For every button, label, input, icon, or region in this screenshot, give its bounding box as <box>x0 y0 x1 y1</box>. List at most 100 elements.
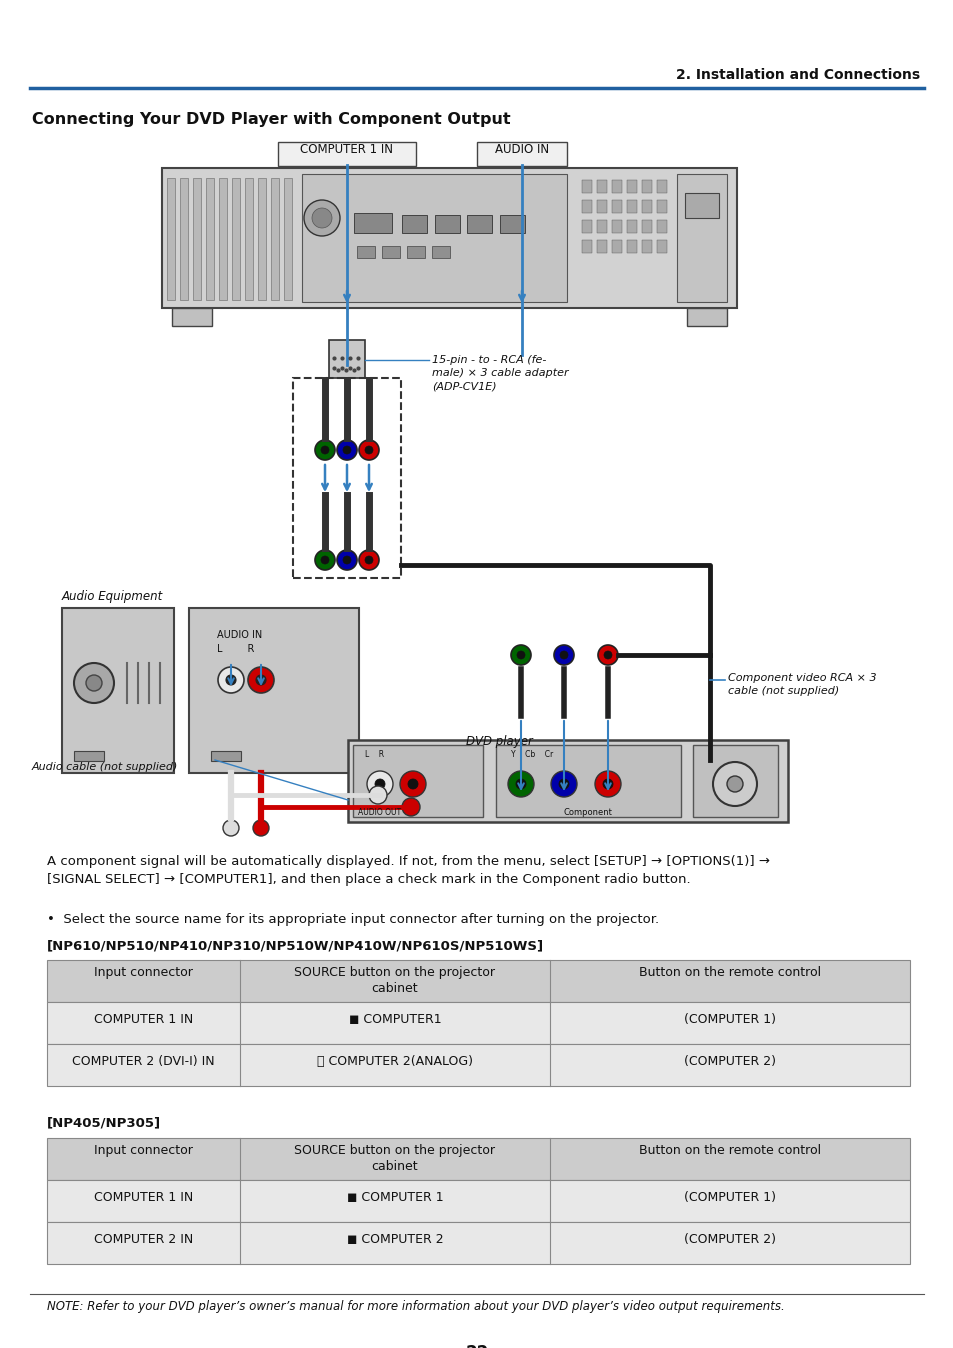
Text: NOTE: Refer to your DVD player’s owner’s manual for more information about your : NOTE: Refer to your DVD player’s owner’s… <box>47 1299 784 1313</box>
Text: (COMPUTER 2): (COMPUTER 2) <box>683 1233 775 1246</box>
Text: •  Select the source name for its appropriate input connector after turning on t: • Select the source name for its appropr… <box>47 913 659 926</box>
Bar <box>62 608 173 772</box>
Text: Input connector: Input connector <box>94 967 193 979</box>
Text: Audio Equipment: Audio Equipment <box>62 590 163 603</box>
Circle shape <box>248 667 274 693</box>
Bar <box>581 220 592 233</box>
Text: A component signal will be automatically displayed. If not, from the menu, selec: A component signal will be automatically… <box>47 855 769 887</box>
Bar <box>348 740 787 822</box>
Bar <box>47 960 909 1002</box>
Text: 15-pin - to - RCA (fe-
male) × 3 cable adapter
(ADP-CV1E): 15-pin - to - RCA (fe- male) × 3 cable a… <box>432 355 568 391</box>
Bar <box>612 220 621 233</box>
Circle shape <box>336 439 356 460</box>
Circle shape <box>312 208 332 228</box>
Text: AUDIO IN: AUDIO IN <box>495 143 549 156</box>
Circle shape <box>343 446 351 454</box>
Circle shape <box>218 667 244 693</box>
Bar <box>496 745 680 817</box>
Circle shape <box>314 550 335 570</box>
Circle shape <box>343 555 351 563</box>
Circle shape <box>507 771 534 797</box>
Text: Component video RCA × 3
cable (not supplied): Component video RCA × 3 cable (not suppl… <box>727 673 876 696</box>
Circle shape <box>516 779 525 789</box>
Bar <box>641 220 651 233</box>
Bar <box>581 240 592 253</box>
Bar <box>180 178 188 301</box>
Text: AUDIO IN: AUDIO IN <box>216 630 262 640</box>
Bar <box>302 174 566 302</box>
Bar <box>581 181 592 193</box>
Circle shape <box>399 771 426 797</box>
Text: (COMPUTER 1): (COMPUTER 1) <box>683 1012 775 1026</box>
Bar <box>211 751 241 762</box>
Bar <box>597 240 606 253</box>
Circle shape <box>595 771 620 797</box>
Bar <box>245 178 253 301</box>
Text: L    R: L R <box>365 749 384 759</box>
Bar <box>612 181 621 193</box>
Circle shape <box>86 675 102 692</box>
Text: ◼ COMPUTER 2: ◼ COMPUTER 2 <box>346 1233 443 1246</box>
Bar <box>232 178 240 301</box>
Bar <box>356 245 375 257</box>
Bar <box>432 245 450 257</box>
Bar <box>189 608 358 772</box>
Bar <box>597 200 606 213</box>
Bar <box>284 178 292 301</box>
Bar <box>74 751 104 762</box>
Text: DVD player: DVD player <box>465 735 533 748</box>
Bar <box>167 178 174 301</box>
Circle shape <box>551 771 577 797</box>
Circle shape <box>226 675 235 685</box>
Circle shape <box>365 446 373 454</box>
Bar <box>381 245 399 257</box>
Bar <box>641 240 651 253</box>
Bar <box>407 245 424 257</box>
Bar <box>657 181 666 193</box>
Bar <box>47 1180 909 1223</box>
Bar <box>47 1223 909 1264</box>
Bar <box>581 200 592 213</box>
Circle shape <box>336 550 356 570</box>
Bar <box>657 200 666 213</box>
Text: 2. Installation and Connections: 2. Installation and Connections <box>675 67 919 82</box>
Text: COMPUTER 1 IN: COMPUTER 1 IN <box>93 1192 193 1204</box>
Circle shape <box>375 779 385 789</box>
Text: COMPUTER 2 IN: COMPUTER 2 IN <box>93 1233 193 1246</box>
Circle shape <box>602 779 613 789</box>
Text: Button on the remote control: Button on the remote control <box>639 1144 821 1157</box>
Bar <box>271 178 278 301</box>
Circle shape <box>314 439 335 460</box>
Bar <box>612 200 621 213</box>
Bar <box>684 193 719 218</box>
Bar <box>257 178 266 301</box>
Text: ◼ COMPUTER1: ◼ COMPUTER1 <box>349 1012 441 1026</box>
Bar <box>612 240 621 253</box>
Text: SOURCE button on the projector
cabinet: SOURCE button on the projector cabinet <box>294 1144 495 1173</box>
Text: COMPUTER 1 IN: COMPUTER 1 IN <box>93 1012 193 1026</box>
Bar <box>47 1002 909 1043</box>
Bar <box>499 214 524 233</box>
Text: Component: Component <box>563 807 612 817</box>
Text: ⌸ COMPUTER 2(ANALOG): ⌸ COMPUTER 2(ANALOG) <box>316 1055 473 1068</box>
Text: 22: 22 <box>465 1344 488 1348</box>
Bar <box>626 220 637 233</box>
Circle shape <box>598 644 618 665</box>
Circle shape <box>320 555 329 563</box>
Text: AUDIO OUT: AUDIO OUT <box>357 807 400 817</box>
Bar <box>47 1138 909 1180</box>
Bar <box>626 181 637 193</box>
Circle shape <box>712 762 757 806</box>
Circle shape <box>358 550 378 570</box>
Bar <box>657 220 666 233</box>
Circle shape <box>408 779 417 789</box>
Circle shape <box>358 439 378 460</box>
Bar <box>401 214 427 233</box>
Bar <box>172 307 212 326</box>
Circle shape <box>603 651 612 659</box>
Bar <box>597 181 606 193</box>
Text: COMPUTER 1 IN: COMPUTER 1 IN <box>300 143 393 156</box>
Bar <box>641 200 651 213</box>
Circle shape <box>517 651 524 659</box>
Circle shape <box>320 446 329 454</box>
